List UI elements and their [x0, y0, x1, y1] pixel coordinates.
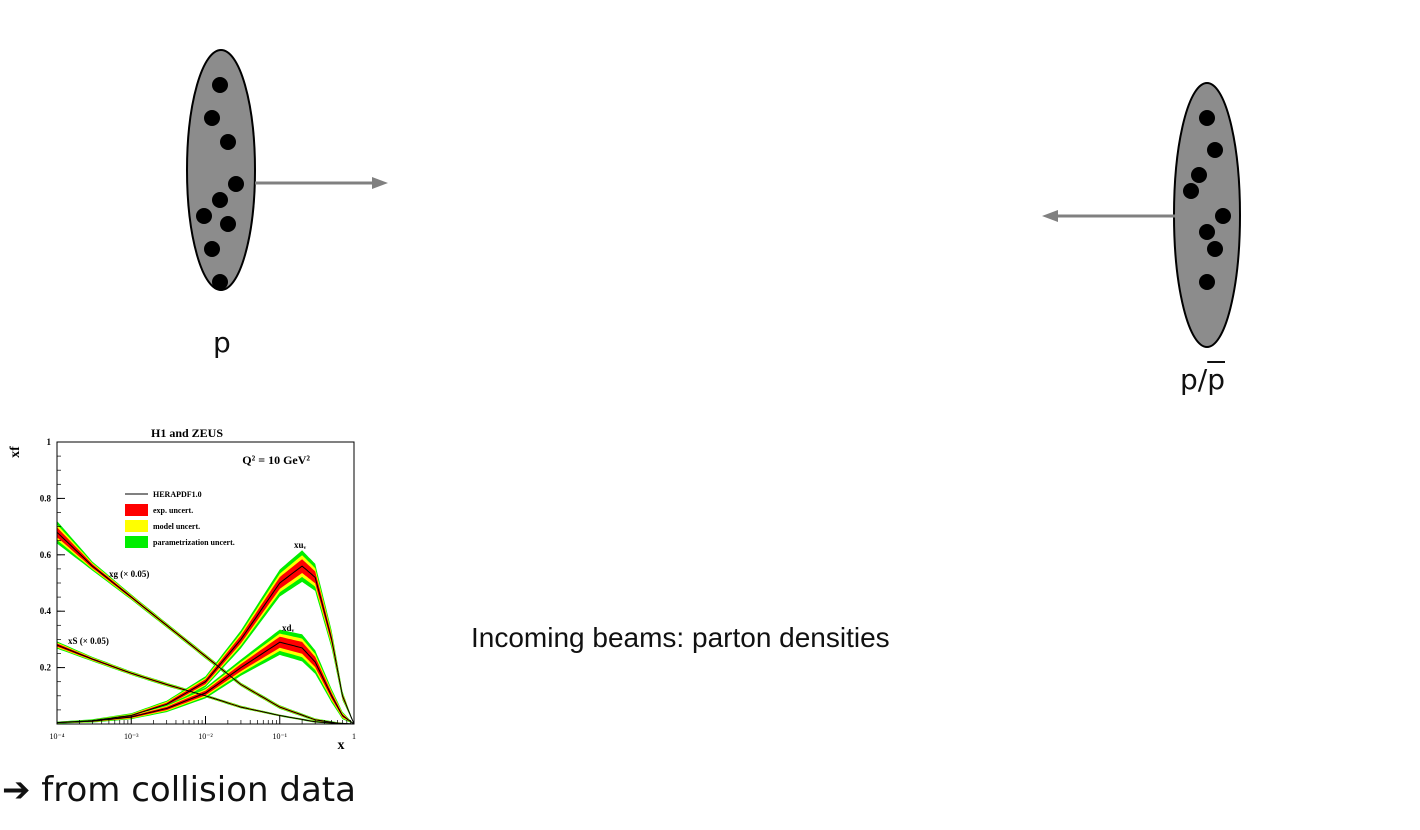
- proton-right-label: p/p: [1180, 363, 1225, 396]
- proton-left: [186, 49, 256, 291]
- footer-text: ➔ from collision data: [2, 770, 356, 810]
- curve-xu: [56, 565, 355, 725]
- beam-diagram: [186, 49, 1241, 348]
- parton-dot: [1199, 224, 1215, 240]
- proton-left-label: p: [213, 326, 231, 359]
- chart-title: H1 and ZEUS: [151, 426, 223, 440]
- y-tick-label: 1: [47, 437, 52, 447]
- band-param-xd: [57, 629, 354, 724]
- beam-arrow-right: [255, 177, 388, 189]
- curve-xd: [56, 641, 355, 725]
- parton-dots-right: [1183, 110, 1231, 290]
- proton-label-slash: /: [1197, 363, 1208, 396]
- y-tick-label: 0.6: [40, 550, 52, 560]
- parton-dot: [1199, 110, 1215, 126]
- legend-label: parametrization uncert.: [153, 538, 235, 547]
- parton-dot: [212, 274, 228, 290]
- parton-dot: [220, 216, 236, 232]
- parton-dot: [212, 77, 228, 93]
- parton-dot: [1207, 142, 1223, 158]
- parton-dot: [1207, 241, 1223, 257]
- proton-left-body: [186, 49, 256, 291]
- x-tick-label: 1: [352, 732, 356, 741]
- chart-annotation: Q² = 10 GeV²: [242, 453, 310, 467]
- series-label: xuᵥ: [294, 540, 307, 550]
- parton-dots-left: [196, 77, 244, 290]
- parton-dot: [220, 134, 236, 150]
- slide-caption: Incoming beams: parton densities: [471, 622, 890, 653]
- legend-swatch: [125, 504, 148, 516]
- parton-dot: [196, 208, 212, 224]
- y-tick-label: 0.2: [40, 663, 52, 673]
- parton-dot: [1199, 274, 1215, 290]
- parton-dot: [1191, 167, 1207, 183]
- curve-xg: [56, 531, 355, 725]
- x-tick-label: 10⁻²: [198, 732, 213, 741]
- legend-swatch: [125, 536, 148, 548]
- x-axis-label: x: [338, 738, 345, 753]
- legend-label: exp. uncert.: [153, 506, 193, 515]
- legend-label: HERAPDF1.0: [153, 490, 202, 499]
- proton-label-p: p: [1180, 363, 1198, 396]
- beam-arrow-left: [1042, 210, 1175, 222]
- series-label: xdᵥ: [282, 623, 295, 633]
- legend-swatch: [125, 520, 148, 532]
- series-label: xS (× 0.05): [68, 636, 109, 646]
- curve-xs: [56, 644, 355, 725]
- antiproton-label: p: [1207, 363, 1225, 396]
- y-tick-label: 0.8: [40, 493, 52, 503]
- y-tick-label: 0.4: [40, 606, 52, 616]
- x-tick-label: 10⁻¹: [272, 732, 287, 741]
- legend-label: model uncert.: [153, 522, 200, 531]
- parton-dot: [212, 192, 228, 208]
- x-tick-label: 10⁻³: [124, 732, 139, 741]
- parton-dot: [1215, 208, 1231, 224]
- parton-dot: [228, 176, 244, 192]
- series-label: xg (× 0.05): [109, 569, 149, 579]
- x-tick-label: 10⁻⁴: [49, 732, 64, 741]
- parton-dot: [1183, 183, 1199, 199]
- parton-dot: [204, 110, 220, 126]
- band-param-xu: [57, 550, 354, 724]
- y-axis-label: xf: [8, 446, 23, 458]
- parton-dot: [204, 241, 220, 257]
